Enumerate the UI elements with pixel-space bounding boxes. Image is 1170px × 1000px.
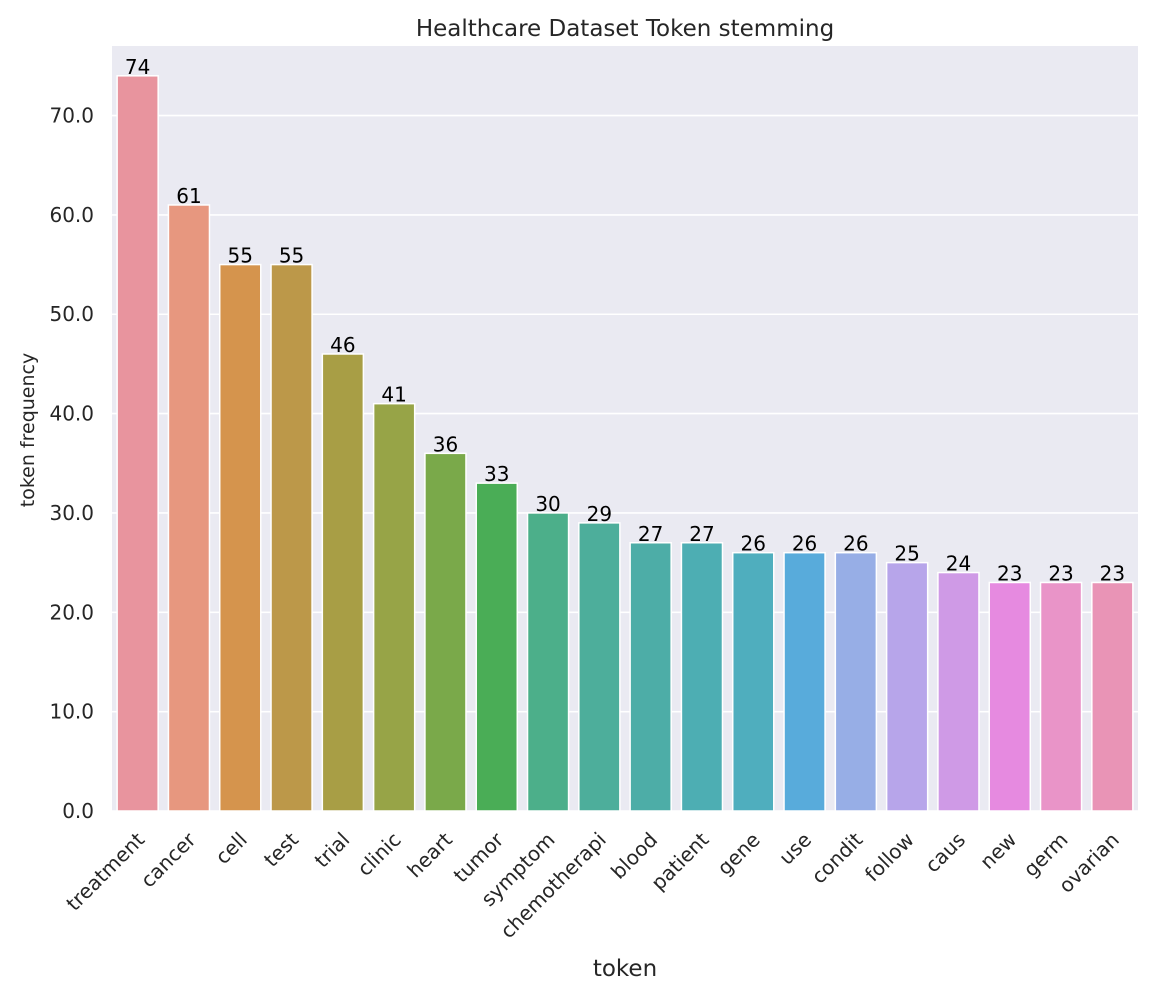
- data-label: 27: [689, 522, 714, 546]
- data-labels: 74 61 55 55 46 41 36 33 30 29 27 27 26 26 26 25 24 23 23 23: [125, 55, 1125, 586]
- x-tick-label: use: [774, 828, 816, 870]
- data-label: 27: [638, 522, 663, 546]
- data-label: 41: [381, 383, 406, 407]
- y-tick-label: 0.0: [62, 799, 94, 823]
- bar-test: [270, 263, 313, 812]
- data-label: 23: [1048, 561, 1073, 585]
- x-tick-label: new: [975, 828, 1021, 874]
- data-label: 23: [1100, 561, 1125, 585]
- y-axis-label: token frequency: [17, 353, 39, 507]
- bar-cell: [218, 263, 262, 812]
- bar-treatment: [116, 75, 159, 812]
- x-tick-label: follow: [860, 828, 919, 887]
- data-label: 55: [279, 244, 304, 268]
- y-axis-ticks: 0.0 10.0 20.0 30.0 40.0 50.0 60.0 70.0: [49, 104, 94, 823]
- x-tick-label: caus: [920, 828, 970, 878]
- data-label: 23: [997, 561, 1022, 585]
- y-tick-label: 10.0: [49, 700, 94, 724]
- data-label: 25: [894, 542, 919, 566]
- data-label: 55: [228, 244, 253, 268]
- bar-tumor: [475, 482, 519, 812]
- x-tick-label: heart: [402, 827, 457, 882]
- data-label: 26: [843, 532, 868, 556]
- data-label: 26: [741, 532, 766, 556]
- bars: [116, 75, 1134, 812]
- plot-area: [112, 46, 1138, 811]
- y-tick-label: 60.0: [49, 203, 94, 227]
- x-tick-label: patient: [646, 827, 713, 894]
- data-label: 36: [433, 432, 458, 456]
- bar-trial: [321, 353, 365, 812]
- x-tick-label: treatment: [61, 827, 149, 915]
- data-label: 26: [792, 532, 817, 556]
- bar-heart: [424, 452, 467, 812]
- y-tick-label: 70.0: [49, 104, 94, 128]
- y-tick-label: 40.0: [49, 402, 94, 426]
- bar-clinic: [372, 402, 416, 812]
- y-tick-label: 30.0: [49, 501, 94, 525]
- data-label: 24: [946, 552, 971, 576]
- bar-ovarian: [1091, 581, 1134, 812]
- bar-new: [988, 581, 1032, 812]
- bar-symptom: [526, 512, 570, 812]
- data-label: 61: [176, 184, 201, 208]
- x-tick-label: trial: [310, 828, 355, 873]
- bar-germ: [1039, 581, 1083, 812]
- bar-follow: [885, 561, 929, 812]
- chart-title: Healthcare Dataset Token stemming: [416, 16, 834, 42]
- bar-gene: [731, 551, 775, 812]
- bar-blood: [629, 542, 672, 812]
- data-label: 46: [330, 333, 355, 357]
- bar-chemotherapi: [578, 522, 621, 812]
- bar-caus: [937, 571, 980, 812]
- bar-use: [783, 551, 826, 812]
- data-label: 30: [535, 492, 560, 516]
- y-tick-label: 20.0: [49, 600, 94, 624]
- x-tick-label: clinic: [352, 828, 405, 881]
- bar-condit: [834, 551, 878, 812]
- data-label: 74: [125, 55, 150, 79]
- y-tick-label: 50.0: [49, 302, 94, 326]
- data-label: 29: [587, 502, 612, 526]
- x-tick-label: cell: [210, 828, 251, 869]
- x-tick-label: cancer: [136, 827, 201, 892]
- x-tick-label: gene: [712, 828, 764, 880]
- data-label: 33: [484, 462, 509, 486]
- bar-patient: [680, 542, 724, 812]
- x-tick-label: condit: [807, 827, 868, 888]
- bar-cancer: [167, 204, 211, 812]
- x-axis-label: token: [593, 956, 657, 982]
- x-tick-label: test: [259, 827, 303, 871]
